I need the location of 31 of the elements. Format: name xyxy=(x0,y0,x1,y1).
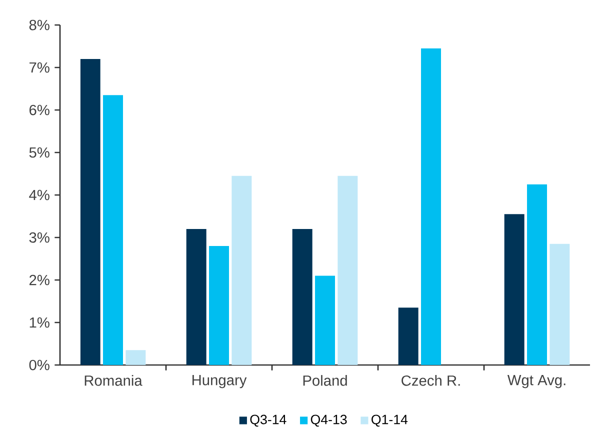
y-tick-label: 0% xyxy=(29,360,50,370)
legend-label: Q4-13 xyxy=(310,414,347,427)
x-tick-label: Hungary xyxy=(192,375,247,388)
y-tick-label: 7% xyxy=(30,62,50,73)
x-tick-label: Wgt Avg. xyxy=(507,375,566,388)
y-tick-label: 4% xyxy=(29,190,50,200)
y-tick-label: 8% xyxy=(29,20,50,30)
bar xyxy=(315,276,336,365)
x-tick-label: Poland xyxy=(303,375,347,386)
bar xyxy=(527,184,548,365)
bar xyxy=(292,229,312,365)
legend-label: Q1-14 xyxy=(372,414,408,427)
legend-label: Q3-14 xyxy=(250,414,286,427)
bar xyxy=(209,246,230,365)
y-tick-label: 5% xyxy=(29,147,50,158)
bar xyxy=(504,214,524,365)
bar xyxy=(103,95,124,365)
y-tick-label: 1% xyxy=(30,317,50,328)
bar xyxy=(186,229,206,365)
y-tick-label: 6% xyxy=(30,104,50,116)
y-tick-label: 3% xyxy=(29,232,50,243)
y-tick-label: 2% xyxy=(29,274,50,286)
x-tick-label: Czech R. xyxy=(402,375,460,386)
x-tick-label: Romania xyxy=(84,375,142,386)
bar xyxy=(550,244,570,365)
bar xyxy=(421,48,442,365)
bar xyxy=(80,59,100,365)
bar xyxy=(126,350,146,365)
bar xyxy=(338,176,358,365)
bar xyxy=(232,176,252,365)
bar xyxy=(398,308,418,365)
